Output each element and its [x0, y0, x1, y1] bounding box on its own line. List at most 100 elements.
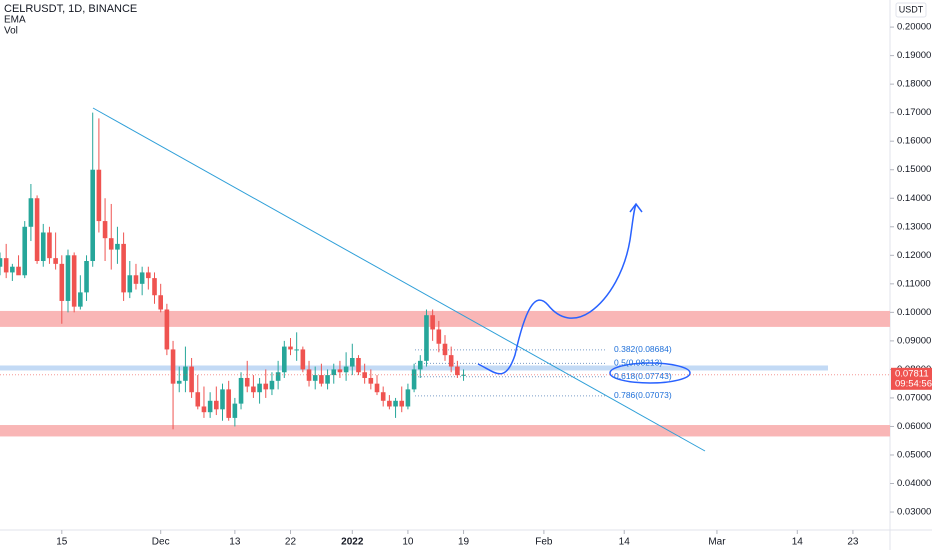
last-price: 0.07811: [895, 368, 929, 379]
candle-body: [411, 369, 417, 390]
candle-body: [300, 349, 306, 370]
candle-body: [368, 377, 374, 384]
candle-body: [16, 266, 21, 276]
x-tick-label: Feb: [535, 537, 553, 548]
candle-body: [201, 406, 207, 413]
candle-body: [275, 372, 281, 381]
candle-body: [312, 375, 318, 381]
y-tick-label: 0.11000: [897, 278, 931, 289]
candle-body: [158, 295, 163, 310]
x-tick-label: 14: [792, 537, 804, 548]
candle-body: [96, 169, 102, 222]
candle-body: [90, 169, 96, 262]
candle-body: [139, 272, 145, 284]
fib-label: 0.382(0.08684): [614, 344, 672, 354]
y-tick-label: 0.19000: [897, 50, 931, 61]
candle-body: [226, 389, 231, 418]
candle-body: [337, 369, 343, 373]
annotations: [0, 310, 890, 437]
candle-body: [108, 238, 114, 250]
y-tick-label: 0.06000: [897, 421, 931, 432]
candle-body: [374, 383, 380, 393]
y-tick-label: 0.05000: [897, 449, 931, 460]
candle-body: [349, 357, 355, 367]
x-tick-label: 14: [619, 537, 631, 548]
candle-body: [282, 346, 287, 373]
candle-body: [71, 255, 77, 307]
candle-body: [251, 386, 256, 393]
fib-label: 0.786(0.07073): [614, 390, 672, 400]
highlight-ellipse: [609, 362, 691, 384]
x-tick-label: Mar: [708, 537, 726, 548]
candle-body: [152, 278, 157, 296]
x-tick-label: 15: [56, 537, 68, 548]
chart-title: CELRUSDT, 1D, BINANCE: [4, 3, 137, 15]
candle-body: [380, 392, 386, 401]
fib-label: 0.618(0.07743): [614, 371, 672, 381]
zone: [0, 310, 890, 327]
x-tick-label: 10: [402, 537, 414, 548]
candle-body: [164, 309, 170, 350]
candle-body: [387, 400, 392, 407]
candle-body: [399, 400, 405, 407]
candle-body: [22, 226, 28, 276]
arrow-head: [629, 202, 643, 213]
candle-body: [214, 400, 219, 410]
drawn-arrow: [477, 204, 637, 375]
candle-body: [115, 243, 120, 250]
candle-body: [102, 221, 108, 239]
candle-body: [28, 198, 34, 227]
x-tick-label: 2022: [341, 537, 364, 548]
candle-body: [189, 366, 194, 393]
candle-body: [47, 232, 52, 259]
candle-body: [195, 392, 201, 407]
candle-body: [34, 198, 40, 262]
x-tick-label: 22: [285, 537, 297, 548]
x-tick-label: 13: [229, 537, 241, 548]
zone: [0, 425, 890, 437]
y-tick-label: 0.20000: [897, 22, 931, 33]
candle-body: [436, 329, 442, 344]
candle-body: [220, 389, 225, 410]
fib-label: 0.5(0.08213): [614, 358, 662, 368]
currency[interactable]: USDT: [899, 4, 924, 14]
candle-body: [448, 355, 454, 367]
candle-body: [362, 372, 367, 378]
y-tick-label: 0.09000: [897, 335, 931, 346]
candle-body: [244, 377, 250, 387]
candle-body: [442, 343, 448, 356]
candle-body: [84, 261, 89, 293]
indicator: Vol: [4, 26, 18, 37]
candle-body: [170, 349, 176, 384]
y-tick-label: 0.07000: [897, 392, 931, 403]
candle-body: [319, 375, 324, 384]
candle-body: [257, 383, 262, 393]
indicator: EMA: [4, 15, 26, 26]
candle-body: [269, 380, 275, 390]
candle-body: [331, 369, 337, 376]
candle-body: [405, 389, 411, 407]
candle-body: [40, 232, 46, 262]
currency-box[interactable]: [895, 2, 927, 18]
y-tick-label: 0.18000: [897, 79, 931, 90]
candle-body: [393, 400, 398, 407]
candle-body: [78, 292, 83, 307]
y-tick-label: 0.10000: [897, 307, 931, 318]
candle-body: [3, 258, 9, 273]
x-tick-label: Dec: [152, 537, 170, 548]
x-tick-label: 19: [458, 537, 470, 548]
candle-body: [10, 266, 15, 273]
candle-body: [133, 275, 139, 284]
candle-body: [53, 258, 58, 264]
y-tick-label: 0.17000: [897, 107, 931, 118]
candle-body: [59, 263, 65, 301]
candle-body: [121, 243, 126, 293]
candle-body: [183, 366, 188, 381]
x-tick-label: 23: [847, 537, 859, 548]
candle-body: [343, 366, 349, 373]
y-tick-label: 0.16000: [897, 136, 931, 147]
y-tick-label: 0.13000: [897, 221, 931, 232]
candle-body: [232, 403, 238, 418]
last-price-box: [891, 367, 932, 390]
